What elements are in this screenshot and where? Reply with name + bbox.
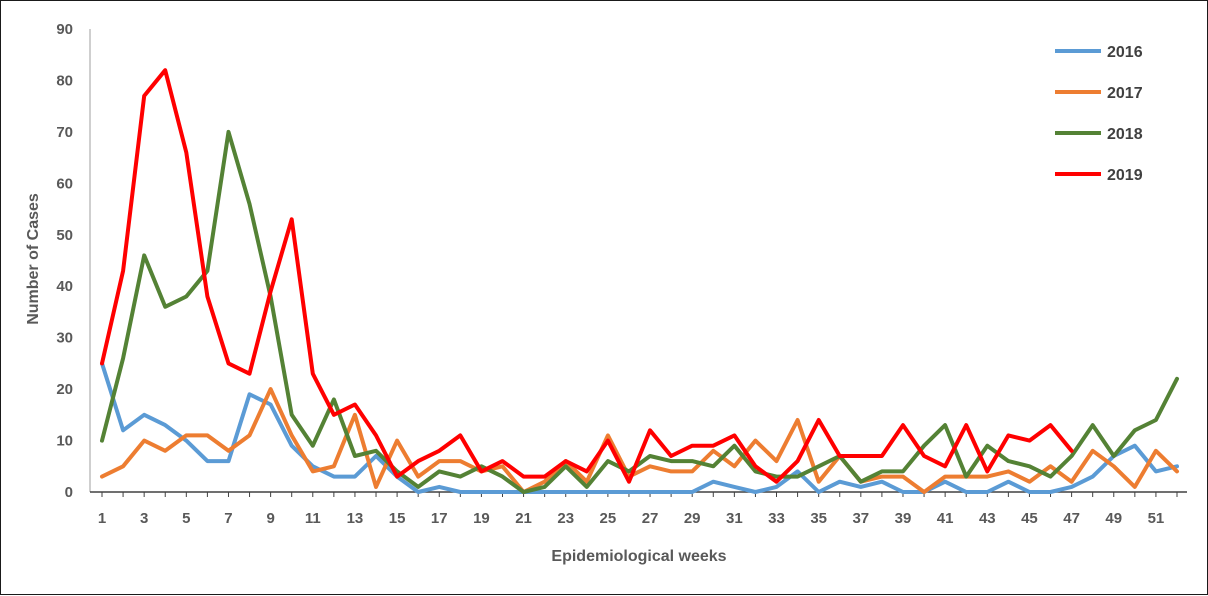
series-line-2017: [100, 387, 1179, 494]
y-axis-ticks: 0 10 20 30 40 50 60 70 80 90: [56, 21, 73, 501]
legend-label-2018: 2018: [1107, 126, 1143, 143]
y-tick-label: 90: [56, 21, 73, 38]
x-tick-label: 31: [726, 510, 743, 527]
x-tick-label: 41: [937, 510, 954, 527]
legend-label-2019: 2019: [1107, 167, 1143, 184]
x-tick-label: 33: [768, 510, 785, 527]
x-tick-label: 13: [347, 510, 364, 527]
series-line-2019: [100, 68, 1074, 484]
x-tick-label: 39: [895, 510, 912, 527]
x-tick-label: 25: [600, 510, 617, 527]
x-tick-label: 49: [1105, 510, 1122, 527]
x-tick-label: 37: [852, 510, 869, 527]
x-tick-label: 3: [140, 510, 148, 527]
y-tick-label: 80: [56, 72, 73, 89]
y-tick-label: 0: [65, 484, 73, 501]
x-tick-label: 45: [1021, 510, 1038, 527]
x-tick-label: 7: [224, 510, 232, 527]
x-axis-title: Epidemiological weeks: [551, 548, 726, 565]
legend-label-2017: 2017: [1107, 85, 1143, 102]
legend-label-2016: 2016: [1107, 44, 1143, 61]
y-axis-title: Number of Cases: [25, 193, 42, 325]
x-tick-label: 29: [684, 510, 701, 527]
x-tick-label: 15: [389, 510, 406, 527]
x-tick-label: 43: [979, 510, 996, 527]
y-tick-label: 10: [56, 433, 73, 450]
x-tick-label: 51: [1148, 510, 1165, 527]
x-tick-label: 35: [810, 510, 827, 527]
series-lines: [100, 68, 1179, 494]
legend: 2016 2017 2018 2019: [1055, 44, 1143, 184]
x-tick-label: 9: [266, 510, 274, 527]
x-tick-label: 19: [473, 510, 490, 527]
x-tick-label: 47: [1063, 510, 1080, 527]
x-tick-label: 21: [515, 510, 532, 527]
y-tick-label: 60: [56, 175, 73, 192]
x-tick-label: 17: [431, 510, 448, 527]
y-tick-label: 70: [56, 124, 73, 141]
y-tick-label: 40: [56, 278, 73, 295]
x-axis-ticks: 1 3 5 7 9 11 13 15 17 19 21 23 25 27 29 31 33 35 37 39 41 43 4…: [98, 492, 1178, 527]
x-tick-label: 1: [98, 510, 106, 527]
y-tick-label: 20: [56, 381, 73, 398]
x-tick-label: 23: [557, 510, 574, 527]
y-tick-label: 50: [56, 227, 73, 244]
x-tick-label: 27: [642, 510, 659, 527]
x-tick-label: 5: [182, 510, 190, 527]
series-line-2016: [100, 361, 1179, 494]
y-tick-label: 30: [56, 330, 73, 347]
x-tick-label: 11: [305, 510, 321, 527]
